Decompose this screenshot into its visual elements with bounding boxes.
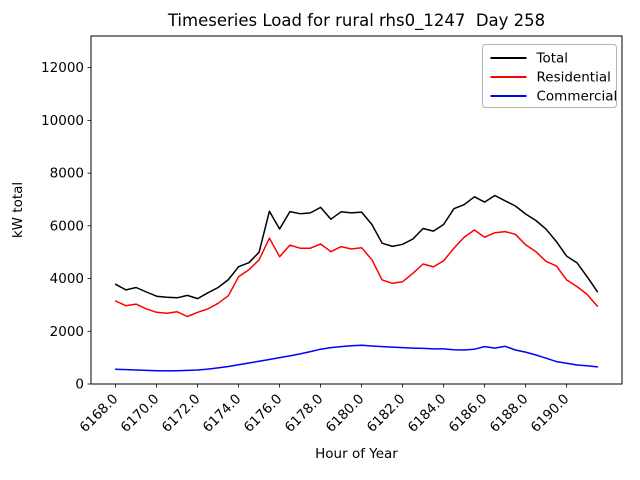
x-tick-label: 6172.0: [159, 391, 204, 436]
plot-area: [90, 35, 623, 385]
legend-label-residential: Residential: [537, 70, 611, 86]
chart-title: Timeseries Load for rural rhs0_1247 Day …: [167, 11, 546, 30]
x-tick-label: 6170.0: [118, 391, 163, 436]
x-tick-label: 6188.0: [487, 391, 532, 436]
x-tick-label: 6180.0: [323, 391, 368, 436]
x-tick-label: 6178.0: [282, 391, 327, 436]
series-line-residential: [114, 229, 599, 318]
y-tick-label: 0: [75, 377, 84, 393]
y-axis-label: kW total: [10, 181, 26, 239]
y-tick-label: 4000: [50, 271, 84, 287]
legend-label-commercial: Commercial: [537, 89, 618, 105]
x-axis-label: Hour of Year: [315, 446, 398, 462]
x-tick-label: 6174.0: [200, 391, 245, 436]
x-tick-label: 6186.0: [446, 391, 491, 436]
x-tick-label: 6176.0: [241, 391, 286, 436]
series-line-total: [114, 194, 599, 300]
x-tick-label: 6184.0: [405, 391, 450, 436]
y-tick-label: 8000: [50, 166, 84, 182]
series-line-commercial: [114, 344, 599, 372]
y-tick-label: 2000: [50, 324, 84, 340]
x-tick-label: 6190.0: [528, 391, 573, 436]
legend-label-total: Total: [536, 51, 569, 67]
y-tick-label: 10000: [41, 113, 84, 129]
legend: [482, 44, 617, 108]
y-tick-label: 6000: [50, 218, 84, 234]
y-tick-label: 12000: [41, 60, 84, 76]
x-tick-label: 6182.0: [364, 391, 409, 436]
x-tick-label: 6168.0: [77, 391, 122, 436]
